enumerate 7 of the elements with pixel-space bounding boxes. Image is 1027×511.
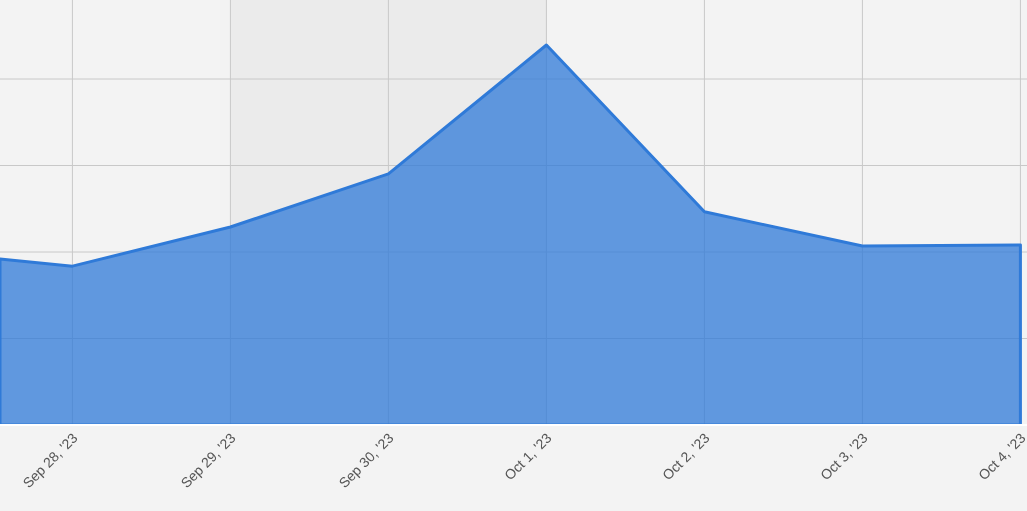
- x-tick-label: Sep 30, '23: [335, 429, 397, 491]
- x-tick-label: Oct 3, '23: [817, 429, 871, 484]
- x-tick-label: Oct 4, '23: [975, 429, 1027, 484]
- x-tick-label: Sep 29, '23: [177, 429, 239, 491]
- x-tick-label: Oct 1, '23: [501, 429, 555, 484]
- x-tick-label: Sep 28, '23: [19, 429, 81, 491]
- x-tick-label: Oct 2, '23: [659, 429, 713, 484]
